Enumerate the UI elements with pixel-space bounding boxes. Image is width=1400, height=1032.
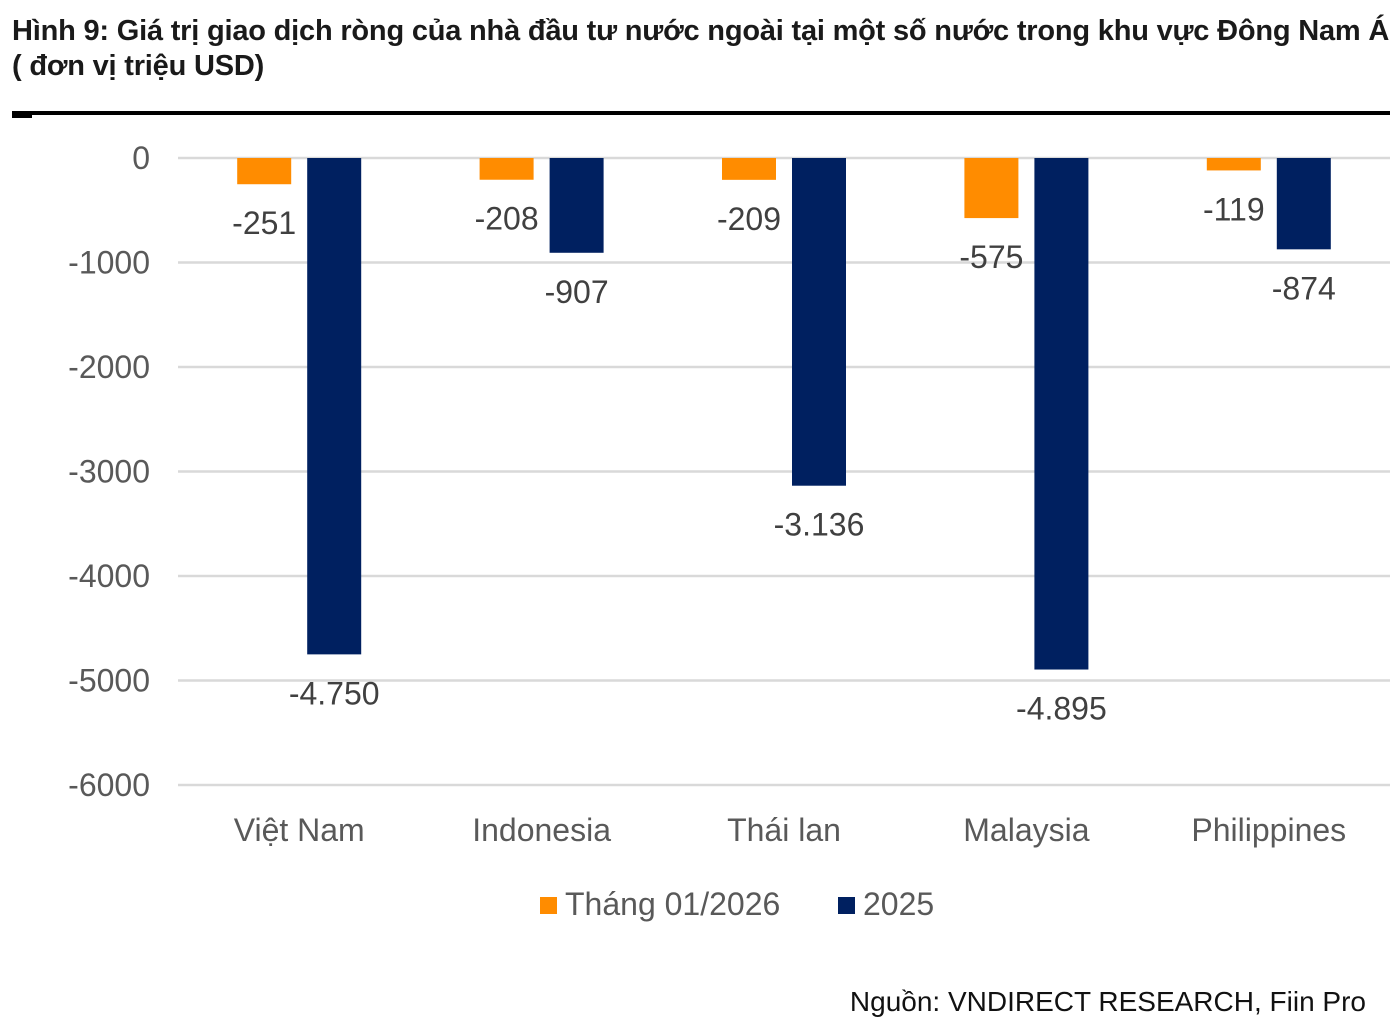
y-tick-label: -6000 [68, 767, 150, 803]
x-category-label: Thái lan [727, 812, 841, 848]
y-tick-label: -1000 [68, 245, 150, 281]
legend-label: 2025 [863, 886, 934, 922]
legend-swatch [838, 897, 855, 914]
y-tick-label: -2000 [68, 349, 150, 385]
bar-jan-2026 [237, 158, 292, 185]
x-category-label: Philippines [1191, 812, 1346, 848]
y-tick-label: -5000 [68, 663, 150, 699]
source-note: Nguồn: VNDIRECT RESEARCH, Fiin Pro [849, 986, 1366, 1017]
data-label: -4.750 [289, 675, 380, 711]
figure-title: Hình 9: Giá trị giao dịch ròng của nhà đ… [12, 15, 1390, 82]
data-label: -251 [232, 205, 296, 241]
bar-2025 [1276, 158, 1331, 250]
bar-2025 [549, 158, 604, 253]
x-category-label: Malaysia [963, 812, 1089, 848]
bar-jan-2026 [1206, 158, 1261, 171]
bar-2025 [792, 158, 846, 486]
y-tick-label: 0 [132, 140, 150, 176]
legend-label: Tháng 01/2026 [565, 886, 780, 922]
data-label: -4.895 [1016, 691, 1107, 727]
x-category-label: Indonesia [472, 812, 611, 848]
legend-swatch [540, 897, 557, 914]
data-label: -119 [1203, 191, 1265, 227]
data-label: -209 [717, 201, 781, 237]
bar-2025 [307, 158, 362, 655]
data-label: -3.136 [774, 507, 865, 543]
bar-jan-2026 [479, 158, 534, 180]
bar-jan-2026 [722, 158, 776, 180]
y-tick-label: -4000 [68, 558, 150, 594]
title-rule [12, 111, 1390, 115]
title-rule-tab [12, 114, 32, 118]
bar-jan-2026 [964, 158, 1019, 219]
data-label: -208 [475, 201, 539, 237]
y-tick-label: -3000 [68, 454, 150, 490]
x-category-label: Việt Nam [234, 812, 365, 848]
data-label: -874 [1272, 270, 1336, 306]
bar-2025 [1034, 158, 1089, 670]
data-label: -575 [959, 239, 1023, 275]
data-label: -907 [545, 274, 609, 310]
